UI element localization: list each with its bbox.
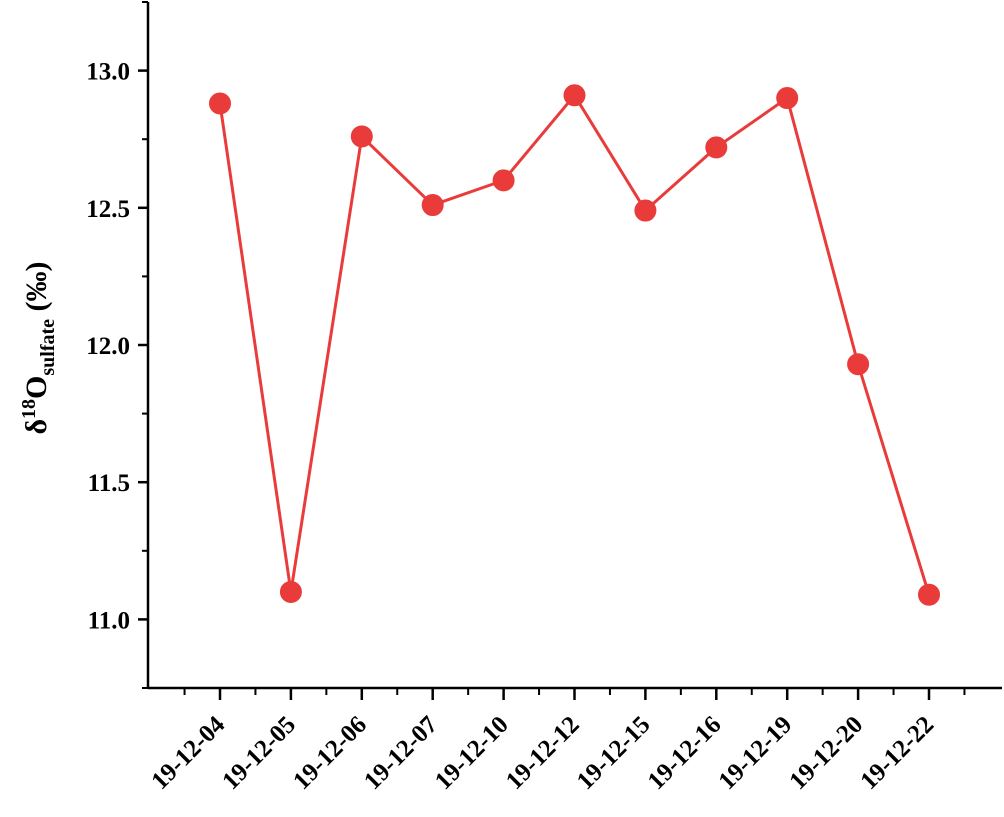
data-point: [705, 136, 728, 159]
y-axis-title-delta: δ: [20, 419, 53, 435]
y-axis-title-unit: (‰): [20, 261, 53, 318]
series-layer: [209, 84, 940, 606]
x-tick-label: 19-12-16: [643, 711, 727, 795]
y-tick-label: 11.0: [88, 607, 130, 634]
x-tick-label: 19-12-10: [430, 711, 514, 795]
x-tick-label: 19-12-06: [288, 711, 372, 795]
y-tick-label: 11.5: [88, 470, 130, 497]
x-tick-label: 19-12-04: [146, 711, 230, 795]
x-tick-label: 19-12-07: [359, 711, 443, 795]
data-point: [421, 194, 444, 217]
data-point: [492, 169, 515, 192]
data-point: [350, 125, 373, 148]
y-axis-title: δ18Osulfate (‰): [18, 261, 59, 434]
data-point: [847, 353, 870, 376]
data-point: [634, 199, 657, 222]
y-tick-label: 12.0: [86, 333, 130, 360]
y-tick-label: 13.0: [86, 59, 130, 86]
x-tick-label: 19-12-05: [217, 711, 301, 795]
data-point: [279, 580, 302, 603]
data-point: [209, 92, 231, 115]
y-axis-title-superscript: 18: [18, 399, 40, 419]
x-tick-label: 19-12-20: [784, 711, 868, 795]
x-tick-label: 19-12-15: [572, 711, 656, 795]
x-tick-label: 19-12-22: [855, 711, 939, 795]
x-tick-label: 19-12-12: [501, 711, 585, 795]
data-point: [918, 583, 940, 606]
data-point: [563, 84, 586, 107]
y-tick-label: 12.5: [86, 196, 130, 223]
y-axis-title-subscript: sulfate: [37, 319, 59, 376]
y-axis-title-element: O: [20, 376, 53, 399]
data-point: [776, 87, 799, 110]
x-tick-label: 19-12-19: [714, 711, 798, 795]
series-line: [218, 93, 931, 596]
